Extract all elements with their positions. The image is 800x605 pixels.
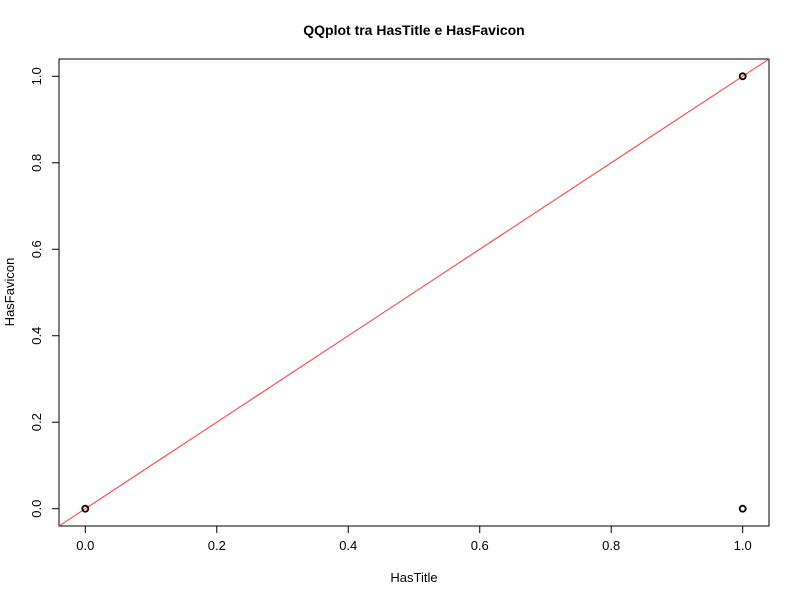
x-tick-label: 0.0 [76, 538, 94, 553]
data-point [738, 72, 747, 81]
y-tick-label: 0.4 [29, 327, 44, 345]
x-axis: 0.0 0.2 0.4 0.6 0.8 1.0 [76, 525, 752, 553]
y-tick-label: 1.0 [29, 67, 44, 85]
x-tick-label: 0.6 [471, 538, 489, 553]
reference-line-layer [58, 58, 770, 527]
y-tick-label: 0.6 [29, 240, 44, 258]
x-tick-label: 0.2 [208, 538, 226, 553]
reference-line [58, 58, 770, 527]
data-point [738, 504, 747, 513]
y-tick-label: 0.0 [29, 500, 44, 518]
x-tick-label: 1.0 [734, 538, 752, 553]
x-tick-label: 0.4 [339, 538, 357, 553]
points-layer [81, 72, 747, 513]
y-axis: 0.0 0.2 0.4 0.6 0.8 1.0 [29, 67, 60, 518]
y-tick-label: 0.2 [29, 413, 44, 431]
y-tick-label: 0.8 [29, 154, 44, 172]
data-point [81, 504, 90, 513]
x-tick-label: 0.8 [602, 538, 620, 553]
chart-title: QQplot tra HasTitle e HasFavicon [303, 22, 524, 38]
y-axis-label: HasFavicon [2, 258, 17, 327]
x-axis-label: HasTitle [390, 570, 437, 585]
